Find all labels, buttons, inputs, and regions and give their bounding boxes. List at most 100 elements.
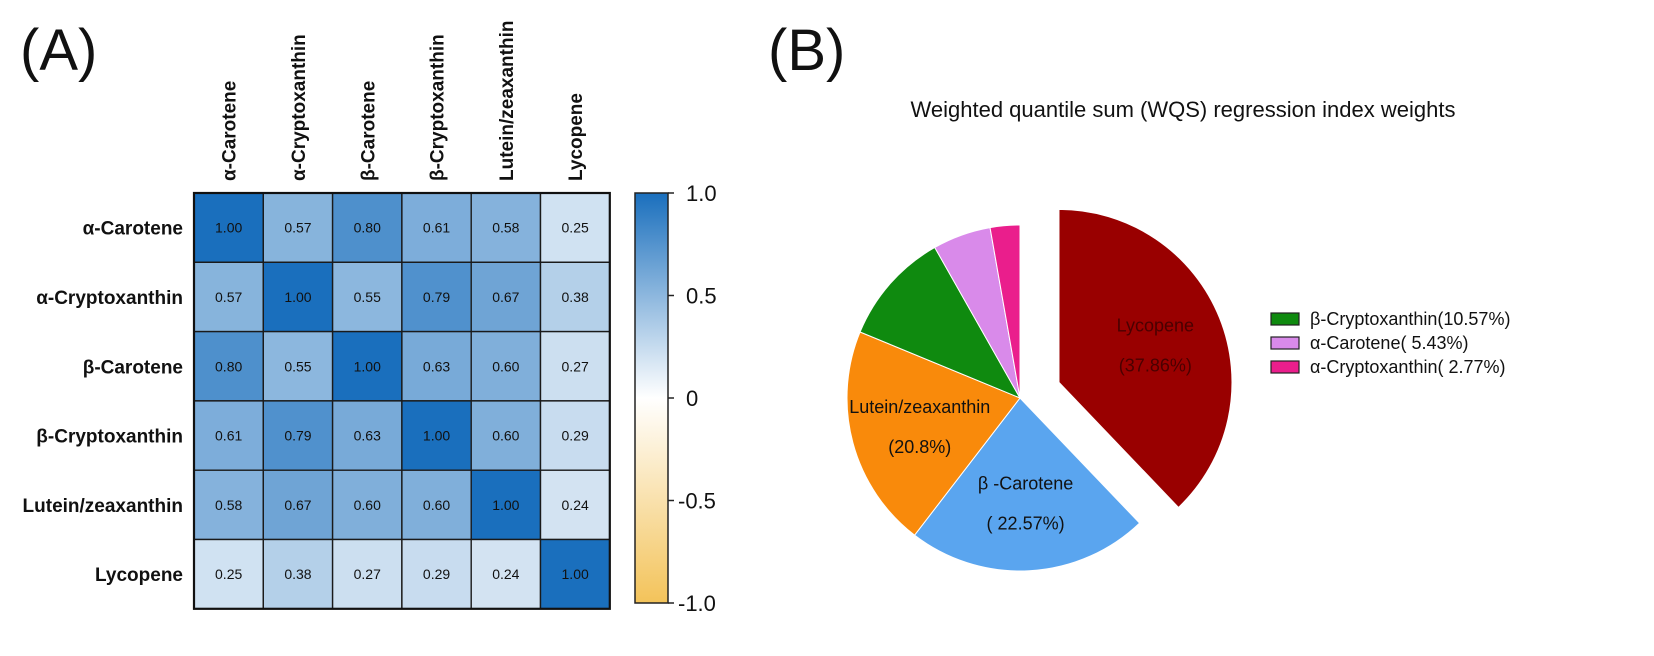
heatmap-cell bbox=[401, 469, 472, 541]
heatmap-cell bbox=[193, 538, 265, 610]
panel-b-label: (B) bbox=[768, 18, 845, 83]
heatmap-cell bbox=[331, 469, 403, 541]
colorbar-tick-label: -0.5 bbox=[678, 489, 716, 514]
heatmap-value: 0.29 bbox=[562, 428, 589, 444]
heatmap-cell bbox=[539, 261, 611, 333]
heatmap-value: 0.57 bbox=[215, 289, 242, 305]
heatmap-value: 0.67 bbox=[492, 289, 519, 305]
panel-a-label: (A) bbox=[20, 18, 97, 83]
pie-slice-value: (20.8%) bbox=[888, 437, 951, 457]
row-label: Lycopene bbox=[95, 565, 183, 586]
heatmap-value: 1.00 bbox=[423, 428, 450, 444]
heatmap-value: 0.60 bbox=[354, 497, 381, 513]
heatmap-value: 0.61 bbox=[215, 428, 242, 444]
pie-slice bbox=[846, 331, 1021, 536]
pie-slice-label: Lutein/zeaxanthin bbox=[849, 397, 990, 417]
heatmap-value: 1.00 bbox=[562, 566, 589, 582]
row-label: β-Cryptoxanthin bbox=[36, 427, 183, 448]
heatmap-value: 0.79 bbox=[423, 289, 450, 305]
heatmap-border bbox=[192, 191, 611, 610]
heatmap-value: 0.29 bbox=[423, 566, 450, 582]
heatmap-value: 0.57 bbox=[284, 220, 311, 236]
heatmap-cell bbox=[401, 400, 472, 471]
colorbar: 1.0 0.5 0 -0.5 -1.0 bbox=[634, 181, 717, 616]
legend-label: α-Carotene( 5.43%) bbox=[1310, 333, 1468, 353]
heatmap-cell bbox=[193, 192, 265, 264]
pie-slice bbox=[989, 224, 1021, 399]
heatmap-value: 0.25 bbox=[215, 566, 242, 582]
heatmap-cell bbox=[262, 261, 334, 333]
column-label: β-Cryptoxanthin bbox=[428, 34, 449, 181]
colorbar-gradient bbox=[634, 192, 669, 604]
heatmap-value: 0.60 bbox=[492, 358, 519, 374]
pie-slice-value: (37.86%) bbox=[1119, 356, 1192, 376]
pie-slice-label: Lycopene bbox=[1117, 316, 1194, 336]
heatmap-value: 0.80 bbox=[215, 358, 242, 374]
pie-legend: β-Cryptoxanthin(10.57%) α-Carotene( 5.43%… bbox=[1270, 309, 1510, 377]
heatmap-value: 0.67 bbox=[284, 497, 311, 513]
heatmap-cell bbox=[401, 330, 472, 402]
heatmap-cell bbox=[470, 400, 542, 471]
heatmap-cell bbox=[470, 330, 542, 402]
heatmap-value: 1.00 bbox=[492, 497, 519, 513]
heatmap-value: 0.25 bbox=[562, 220, 589, 236]
heatmap-value: 0.58 bbox=[492, 220, 519, 236]
heatmap-value: 0.24 bbox=[562, 497, 589, 513]
heatmap-cell bbox=[262, 192, 334, 264]
column-label: β-Carotene bbox=[358, 81, 379, 181]
heatmap-value: 0.38 bbox=[284, 566, 311, 582]
wqs-pie-chart: Lycopene (37.86%) β -Carotene ( 22.57%) Lute… bbox=[846, 208, 1233, 572]
correlation-heatmap: α-Carotene α-Carotene α-Cryptoxanthin α-Cry… bbox=[23, 21, 611, 610]
heatmap-value: 0.60 bbox=[423, 497, 450, 513]
pie-slice bbox=[859, 246, 1022, 400]
heatmap-value: 0.63 bbox=[354, 428, 381, 444]
heatmap-value: 0.63 bbox=[423, 358, 450, 374]
column-label: Lutein/zeaxanthin bbox=[497, 21, 518, 181]
heatmap-cell bbox=[262, 400, 334, 471]
heatmap-value: 0.80 bbox=[354, 220, 381, 236]
pie-slice-label: β -Carotene bbox=[978, 474, 1073, 494]
heatmap-value: 0.38 bbox=[562, 289, 589, 305]
heatmap-value: 0.24 bbox=[492, 566, 519, 582]
heatmap-value: 0.55 bbox=[354, 289, 381, 305]
row-label: Lutein/zeaxanthin bbox=[23, 496, 183, 517]
colorbar-tick-label: 1.0 bbox=[686, 181, 717, 206]
column-label: α-Carotene bbox=[220, 81, 241, 181]
heatmap-value: 0.60 bbox=[492, 428, 519, 444]
heatmap-cell bbox=[539, 192, 611, 264]
pie-slice bbox=[1058, 208, 1233, 509]
column-label: α-Cryptoxanthin bbox=[289, 34, 310, 181]
legend-label: β-Cryptoxanthin(10.57%) bbox=[1310, 309, 1510, 329]
legend-label: α-Cryptoxanthin( 2.77%) bbox=[1310, 357, 1506, 377]
heatmap-value: 0.79 bbox=[284, 428, 311, 444]
colorbar-tick-label: -1.0 bbox=[678, 591, 716, 616]
heatmap-value: 1.00 bbox=[354, 358, 381, 374]
row-label: α-Carotene bbox=[83, 219, 183, 240]
heatmap-value: 0.55 bbox=[284, 358, 311, 374]
heatmap-value: 0.27 bbox=[562, 358, 589, 374]
heatmap-cell bbox=[539, 538, 611, 610]
heatmap-cell bbox=[401, 261, 472, 333]
colorbar-tick-label: 0 bbox=[686, 386, 698, 411]
heatmap-value: 0.27 bbox=[354, 566, 381, 582]
heatmap-cell bbox=[331, 400, 403, 471]
legend-swatch bbox=[1270, 360, 1300, 374]
pie-slice-value: ( 22.57%) bbox=[987, 514, 1065, 534]
heatmap-cell bbox=[262, 330, 334, 402]
legend-swatch bbox=[1270, 336, 1300, 350]
row-label: β-Carotene bbox=[83, 357, 183, 378]
heatmap-cell bbox=[470, 469, 542, 541]
colorbar-tick-label: 0.5 bbox=[686, 284, 717, 309]
column-label: Lycopene bbox=[566, 93, 587, 181]
pie-slice bbox=[913, 397, 1141, 572]
heatmap-value: 1.00 bbox=[284, 289, 311, 305]
row-label: α-Cryptoxanthin bbox=[36, 288, 183, 309]
legend-swatch bbox=[1270, 312, 1300, 326]
pie-title: Weighted quantile sum (WQS) regression i… bbox=[911, 97, 1456, 122]
heatmap-value: 0.58 bbox=[215, 497, 242, 513]
heatmap-cell bbox=[193, 400, 265, 471]
heatmap-cell bbox=[539, 330, 611, 402]
heatmap-value: 0.61 bbox=[423, 220, 450, 236]
heatmap-value: 1.00 bbox=[215, 220, 242, 236]
